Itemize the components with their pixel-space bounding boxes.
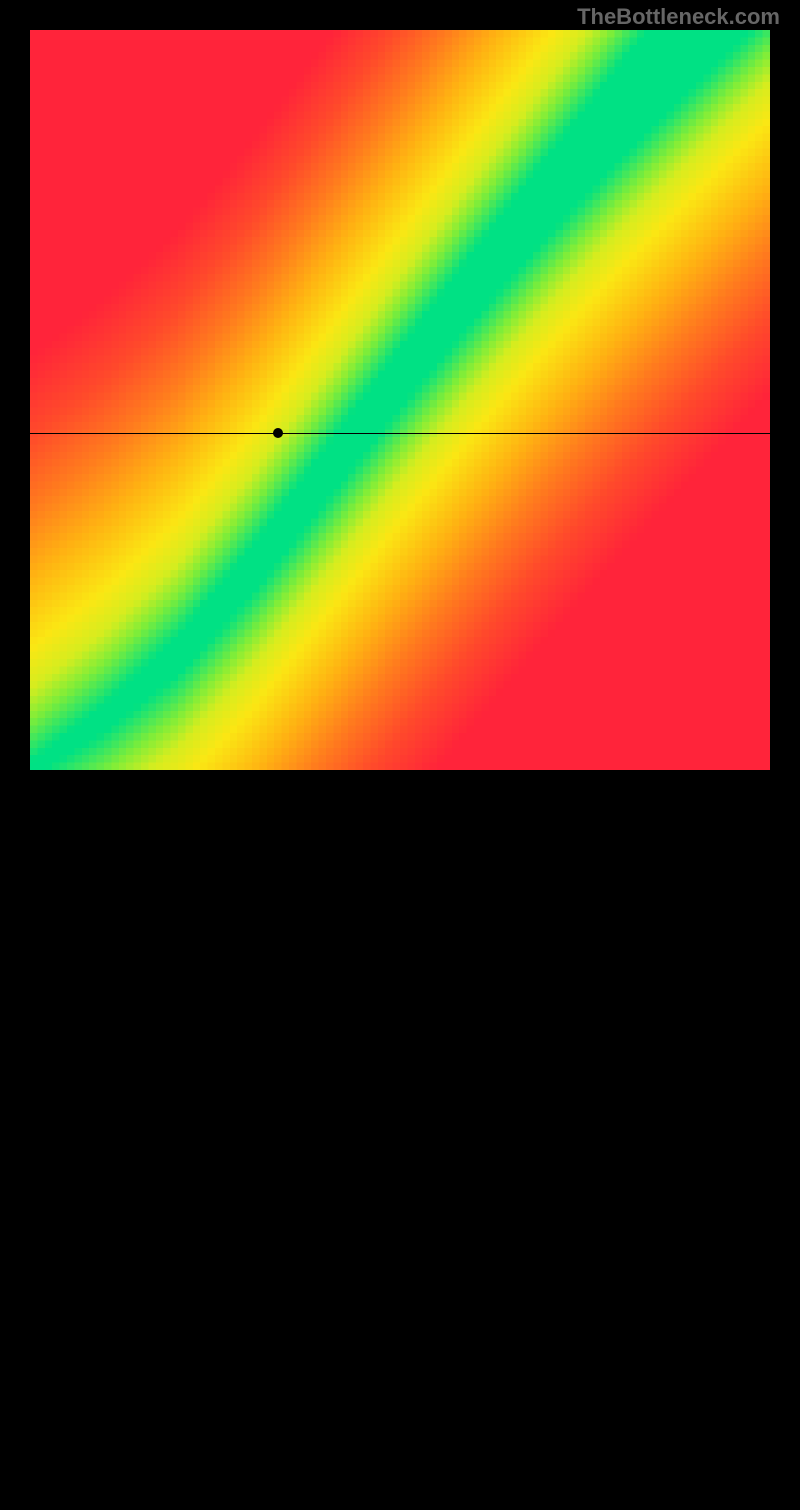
- crosshair-vertical: [278, 770, 279, 1510]
- crosshair-horizontal: [30, 433, 770, 434]
- plot-area: [30, 30, 770, 770]
- heatmap-canvas: [30, 30, 770, 770]
- crosshair-marker: [273, 428, 283, 438]
- watermark-text: TheBottleneck.com: [577, 4, 780, 30]
